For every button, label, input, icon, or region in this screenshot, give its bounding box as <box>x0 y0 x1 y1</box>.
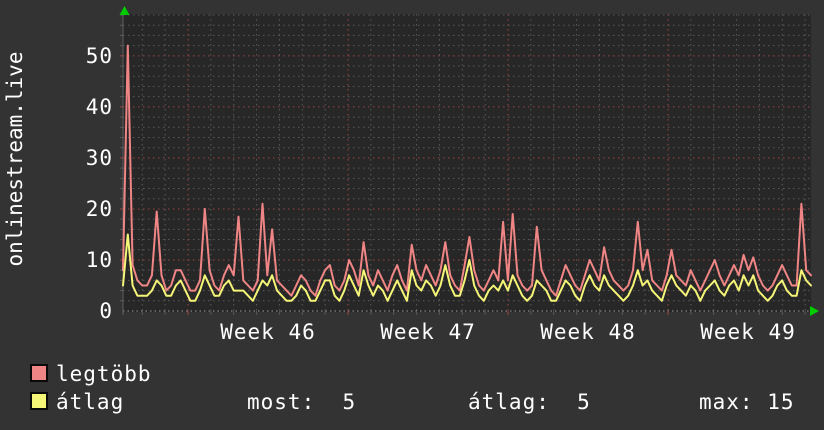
legend-swatch-atlag <box>30 392 48 410</box>
series-line-atlag <box>122 233 812 302</box>
series-line-legtobb <box>122 44 812 297</box>
x-week-label: Week 48 <box>540 320 636 344</box>
stat-most: most: 5 <box>247 390 357 414</box>
up-arrow-icon <box>119 6 130 15</box>
legend-swatch-legtobb <box>30 364 48 382</box>
x-week-label: Week 47 <box>380 320 476 344</box>
plot-area-background <box>123 14 811 312</box>
stat-max: max: 15 <box>699 390 795 414</box>
right-arrow-icon <box>810 306 819 316</box>
y-tick-label: 40 <box>85 94 113 119</box>
y-tick-label: 30 <box>85 145 113 170</box>
legend-label-legtobb: legtöbb <box>56 362 152 386</box>
y-tick-label: 20 <box>85 196 113 221</box>
y-tick-label: 10 <box>85 247 113 272</box>
stat-atlag: átlag: 5 <box>468 390 591 414</box>
x-week-label: Week 46 <box>220 320 316 344</box>
grid-major-horizontal <box>123 55 811 261</box>
x-week-label: Week 49 <box>700 320 796 344</box>
legend-label-atlag: átlag <box>56 390 125 414</box>
grid-major-vertical <box>187 14 669 311</box>
grid-minor-horizontal <box>123 14 811 302</box>
plot-svg <box>119 6 819 316</box>
y-tick-label: 0 <box>99 299 113 323</box>
y-tick-label: 50 <box>85 43 113 68</box>
